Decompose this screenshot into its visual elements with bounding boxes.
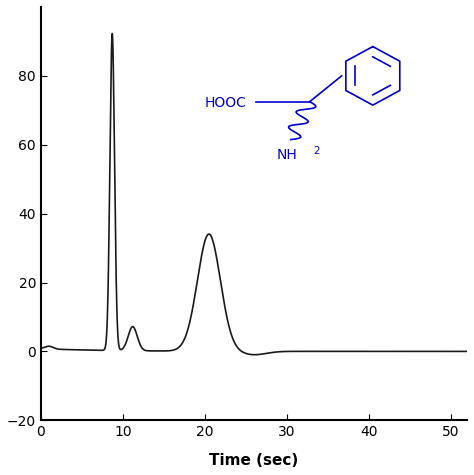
X-axis label: Time (sec): Time (sec) <box>210 453 299 468</box>
Text: NH: NH <box>277 148 298 162</box>
Text: HOOC: HOOC <box>205 96 246 110</box>
Text: 2: 2 <box>313 146 319 156</box>
